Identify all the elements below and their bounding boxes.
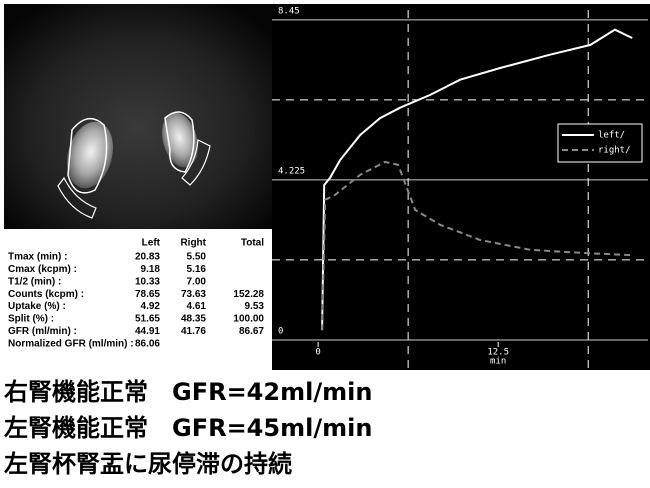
plot-area xyxy=(272,4,650,370)
row-label: Normalized GFR (ml/min) : xyxy=(8,338,134,349)
table-cell: 10.33 xyxy=(135,276,160,287)
table-header: Left xyxy=(142,238,161,249)
table-cell: 86.67 xyxy=(239,326,264,337)
y-tick-label: 4.225 xyxy=(278,166,305,176)
row-label: Tmax (min) : xyxy=(8,252,67,263)
table-cell: 5.50 xyxy=(187,252,207,263)
table-cell: 9.18 xyxy=(141,264,161,275)
table-cell: 4.92 xyxy=(141,301,161,312)
row-label: Counts (kcpm) : xyxy=(8,289,84,300)
x-axis-label: min xyxy=(490,357,506,367)
row-label: Split (%) : xyxy=(8,314,54,325)
row-label: T1/2 (min) : xyxy=(8,276,61,287)
table-cell: 20.83 xyxy=(135,252,160,263)
y-tick-label: 8.45 xyxy=(278,6,300,16)
table-header: Right xyxy=(180,238,206,249)
y-tick-label: 0 xyxy=(278,326,283,336)
row-label: GFR (ml/min) : xyxy=(8,326,77,337)
legend-label: right/ xyxy=(598,146,631,156)
caption: 左腎機能正常 GFR=45ml/min xyxy=(4,414,372,442)
table-cell: 100.00 xyxy=(233,314,264,325)
table-cell: 9.53 xyxy=(245,301,265,312)
table-cell: 41.76 xyxy=(181,326,206,337)
x-tick-label: 0 xyxy=(315,348,320,358)
caption: 左腎杯腎盂に尿停滞の持続 xyxy=(4,450,292,478)
legend-label: left/ xyxy=(598,131,625,141)
scintigram xyxy=(4,4,272,229)
table-cell: 78.65 xyxy=(135,289,160,300)
table-cell: 152.28 xyxy=(233,289,264,300)
table-header: Total xyxy=(241,238,264,249)
table-cell: 44.91 xyxy=(135,326,160,337)
row-label: Cmax (kcpm) : xyxy=(8,264,77,275)
screenshot: Left Right Total Tmax (min) : 20.83 5.50 Cmax … xyxy=(0,0,650,488)
table-cell: 5.16 xyxy=(187,264,207,275)
table-cell: 73.63 xyxy=(181,289,206,300)
table-cell: 48.35 xyxy=(181,314,206,325)
caption: 右腎機能正常 GFR=42ml/min xyxy=(4,378,372,406)
table-cell: 7.00 xyxy=(187,276,207,287)
row-label: Uptake (%) : xyxy=(8,301,66,312)
table-cell: 51.65 xyxy=(135,314,160,325)
table-cell: 4.61 xyxy=(187,301,207,312)
table-cell: 86.06 xyxy=(135,338,160,349)
